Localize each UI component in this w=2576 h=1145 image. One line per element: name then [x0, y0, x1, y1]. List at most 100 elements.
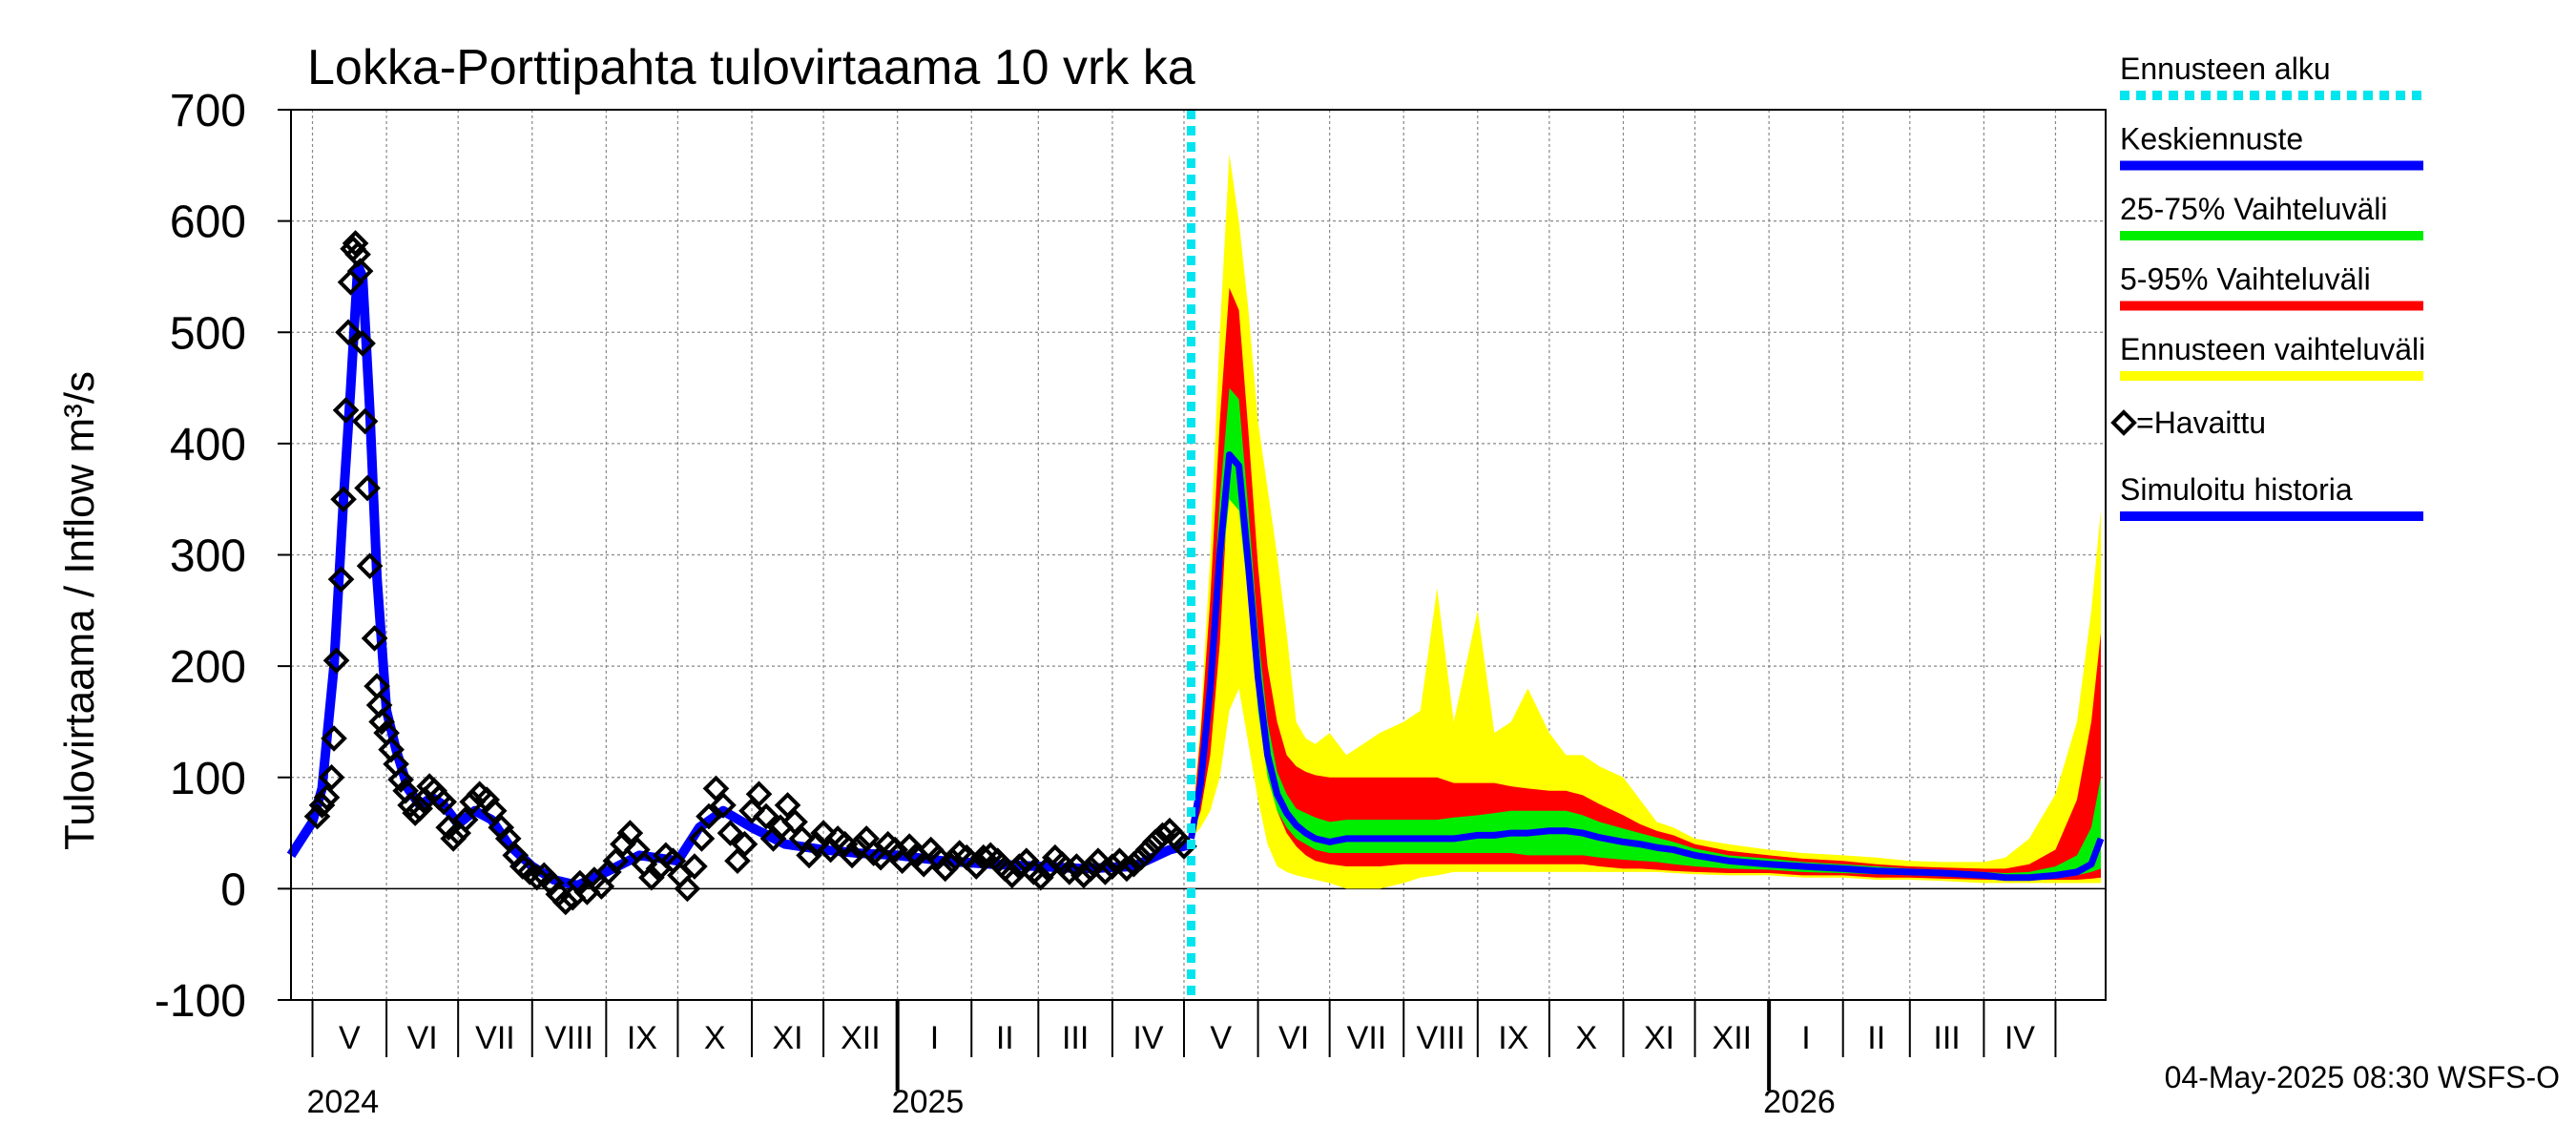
observed-point — [924, 843, 952, 871]
observed-point — [322, 647, 350, 675]
observed-point — [1120, 850, 1148, 878]
y-tick-label: 400 — [170, 420, 246, 470]
series — [286, 110, 2105, 1000]
month-label: IV — [1132, 1020, 1163, 1056]
observed-point — [1006, 853, 1033, 880]
observed-point — [361, 625, 388, 652]
observed-point — [1113, 855, 1140, 883]
observed-point — [781, 808, 808, 836]
observed-point — [1070, 862, 1097, 889]
year-label: 2025 — [892, 1084, 965, 1120]
observed-point — [717, 820, 744, 846]
observed-point — [595, 859, 622, 885]
observed-point — [1142, 828, 1169, 856]
observed-point — [494, 825, 522, 852]
month-label: X — [704, 1020, 726, 1056]
observed-point — [327, 566, 355, 593]
observed-point — [963, 853, 990, 880]
observed-point — [318, 763, 345, 791]
legend-label: Keskiennuste — [2120, 122, 2303, 156]
observed-point — [430, 788, 457, 816]
observed-point — [488, 814, 515, 842]
observed-point — [523, 864, 551, 891]
observed-point — [1085, 847, 1111, 875]
month-label: XII — [841, 1020, 881, 1056]
month-label: III — [1062, 1020, 1089, 1056]
month-label: VI — [1278, 1020, 1309, 1056]
legend-observed-marker — [2110, 409, 2137, 436]
observed-point — [346, 258, 374, 284]
observed-point — [845, 833, 873, 860]
observed-point — [1134, 836, 1162, 864]
observed-point — [1128, 843, 1154, 871]
observed-point — [731, 830, 758, 858]
observed-point — [745, 781, 773, 808]
observed-point — [724, 847, 751, 875]
observed-point — [480, 797, 508, 824]
observed-point — [387, 766, 414, 793]
observed-point — [330, 486, 357, 513]
y-tick-label: -100 — [155, 976, 246, 1027]
y-tick-label: 200 — [170, 642, 246, 693]
chart-title: Lokka-Porttipahta tulovirtaama 10 vrk ka — [307, 40, 1195, 95]
observed-point — [681, 853, 708, 880]
observed-point — [440, 825, 467, 852]
legend-label: Ennusteen vaihteluväli — [2120, 332, 2425, 366]
observed-point — [335, 319, 362, 346]
observed-point — [810, 820, 837, 846]
observed-point — [616, 820, 644, 846]
month-label: IX — [1498, 1020, 1528, 1056]
legend-label: Simuloitu historia — [2120, 472, 2353, 507]
observed-point — [1149, 822, 1176, 849]
month-label: II — [996, 1020, 1014, 1056]
month-label: XI — [772, 1020, 802, 1056]
observed-point — [351, 407, 379, 435]
observed-point — [1091, 859, 1119, 885]
month-label: XII — [1713, 1020, 1753, 1056]
legend: Ennusteen alku Keskiennuste 25-75% Vaihtel… — [2110, 52, 2425, 521]
month-label: VIII — [1417, 1020, 1465, 1056]
month-label: VII — [475, 1020, 515, 1056]
month-label: I — [930, 1020, 939, 1056]
observed-point — [342, 230, 369, 257]
observed-point — [356, 552, 384, 579]
observed-point — [674, 875, 701, 903]
y-tick-label: 0 — [220, 864, 246, 915]
month-label: VI — [407, 1020, 438, 1056]
footer-timestamp: 04-May-2025 08:30 WSFS-O — [2165, 1060, 2560, 1094]
y-tick-label: 600 — [170, 198, 246, 248]
month-label: I — [1801, 1020, 1810, 1056]
observed-point — [882, 836, 908, 864]
observed-point — [1056, 859, 1083, 885]
observed-point — [802, 830, 830, 858]
month-label: IX — [627, 1020, 657, 1056]
observed-point — [308, 792, 336, 819]
month-label: V — [1210, 1020, 1232, 1056]
year-label: 2024 — [307, 1084, 380, 1120]
month-label: II — [1867, 1020, 1885, 1056]
legend-label: =Havaittu — [2136, 406, 2266, 440]
month-label: X — [1575, 1020, 1597, 1056]
observed-point — [1077, 855, 1105, 883]
observed-point — [696, 802, 722, 830]
y-tick-label: 700 — [170, 86, 246, 136]
observed-point — [321, 725, 347, 752]
observed-point — [796, 842, 822, 869]
observed-point — [710, 792, 737, 819]
forecast-mean-line — [1188, 451, 2105, 882]
month-label: IV — [2005, 1020, 2035, 1056]
observed-point — [332, 397, 360, 424]
year-label: 2026 — [1763, 1084, 1836, 1120]
observed-point — [738, 797, 765, 824]
legend-label: Ennusteen alku — [2120, 52, 2331, 86]
y-tick-label: 100 — [170, 754, 246, 804]
legend-label: 5-95% Vaihteluväli — [2120, 262, 2371, 297]
observed-point — [354, 474, 381, 502]
observed-point — [969, 843, 997, 871]
observed-point — [753, 802, 779, 830]
observed-point — [537, 869, 565, 897]
observed-point — [610, 830, 636, 858]
observed-point — [406, 795, 433, 822]
month-label: XI — [1644, 1020, 1674, 1056]
